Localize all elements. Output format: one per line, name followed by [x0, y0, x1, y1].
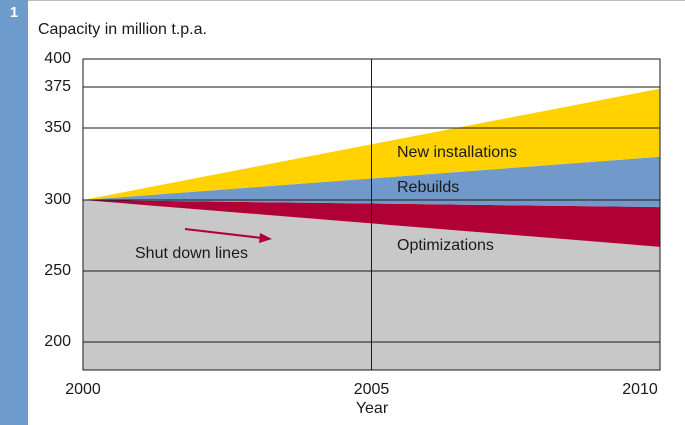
figure-number: 1 [10, 4, 18, 21]
x-tick-label: 2010 [622, 381, 658, 398]
area-label: Shut down lines [135, 245, 248, 262]
y-tick-label: 375 [44, 78, 71, 95]
y-tick-label: 300 [44, 191, 71, 208]
plot-frame [82, 58, 661, 371]
chart-title: Capacity in million t.p.a. [38, 21, 207, 38]
x-tick-label: 2005 [354, 381, 390, 398]
x-axis-label: Year [356, 400, 389, 417]
y-tick-label: 200 [44, 333, 71, 350]
side-strip [0, 0, 28, 425]
y-tick-label: 400 [44, 50, 71, 67]
area-label: New installations [397, 144, 517, 161]
y-tick-label: 350 [44, 119, 71, 136]
annotation-arrowhead [259, 233, 272, 243]
y-tick-label: 250 [44, 262, 71, 279]
annotation-arrow [184, 228, 263, 239]
x-tick-label: 2000 [65, 381, 101, 398]
area-label: Rebuilds [397, 179, 459, 196]
area-label: Optimizations [397, 237, 494, 254]
